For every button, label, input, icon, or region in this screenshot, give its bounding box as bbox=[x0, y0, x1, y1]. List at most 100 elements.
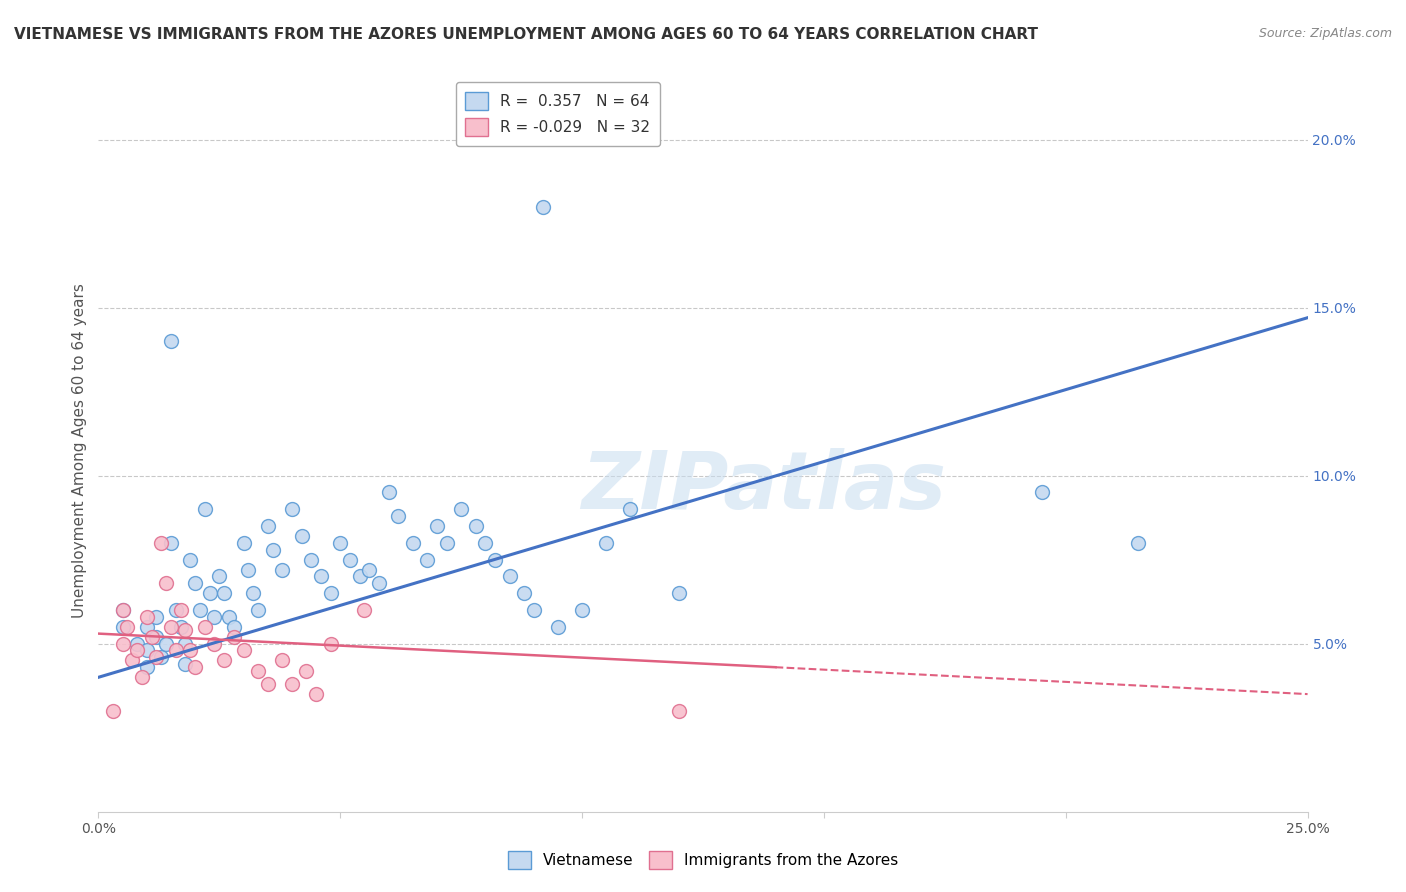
Point bbox=[155, 576, 177, 591]
Point bbox=[101, 704, 124, 718]
Point bbox=[319, 637, 342, 651]
Point bbox=[232, 536, 254, 550]
Point bbox=[169, 603, 191, 617]
Point bbox=[218, 609, 240, 624]
Legend: Vietnamese, Immigrants from the Azores: Vietnamese, Immigrants from the Azores bbox=[502, 845, 904, 875]
Point bbox=[169, 620, 191, 634]
Point bbox=[668, 586, 690, 600]
Point bbox=[145, 609, 167, 624]
Point bbox=[135, 643, 157, 657]
Point bbox=[165, 603, 187, 617]
Point bbox=[319, 586, 342, 600]
Point bbox=[174, 657, 197, 671]
Point bbox=[349, 569, 371, 583]
Point bbox=[474, 536, 496, 550]
Point bbox=[281, 502, 304, 516]
Point bbox=[339, 552, 361, 566]
Point bbox=[111, 603, 134, 617]
Point bbox=[484, 552, 506, 566]
Point bbox=[145, 630, 167, 644]
Point bbox=[121, 653, 143, 667]
Point bbox=[150, 650, 173, 665]
Point bbox=[271, 653, 294, 667]
Point bbox=[450, 502, 472, 516]
Point bbox=[111, 603, 134, 617]
Point bbox=[204, 637, 226, 651]
Point bbox=[1128, 536, 1150, 550]
Point bbox=[174, 637, 197, 651]
Point bbox=[141, 630, 163, 644]
Point bbox=[523, 603, 546, 617]
Point bbox=[117, 620, 139, 634]
Point bbox=[281, 677, 304, 691]
Point bbox=[127, 643, 149, 657]
Point bbox=[212, 653, 235, 667]
Point bbox=[387, 508, 409, 523]
Point bbox=[464, 519, 486, 533]
Point bbox=[135, 660, 157, 674]
Point bbox=[619, 502, 641, 516]
Point bbox=[232, 643, 254, 657]
Point bbox=[111, 637, 134, 651]
Point bbox=[111, 620, 134, 634]
Point bbox=[299, 552, 322, 566]
Point bbox=[436, 536, 458, 550]
Point bbox=[184, 660, 207, 674]
Point bbox=[160, 334, 183, 349]
Point bbox=[256, 677, 278, 691]
Point bbox=[359, 563, 381, 577]
Point bbox=[174, 624, 197, 638]
Point bbox=[212, 586, 235, 600]
Point bbox=[238, 563, 260, 577]
Point bbox=[402, 536, 425, 550]
Point bbox=[204, 609, 226, 624]
Point bbox=[155, 637, 177, 651]
Point bbox=[222, 630, 245, 644]
Point bbox=[547, 620, 569, 634]
Point bbox=[498, 569, 520, 583]
Point bbox=[531, 200, 554, 214]
Text: VIETNAMESE VS IMMIGRANTS FROM THE AZORES UNEMPLOYMENT AMONG AGES 60 TO 64 YEARS : VIETNAMESE VS IMMIGRANTS FROM THE AZORES… bbox=[14, 27, 1038, 42]
Point bbox=[208, 569, 231, 583]
Point bbox=[160, 620, 183, 634]
Point bbox=[145, 650, 167, 665]
Point bbox=[194, 620, 217, 634]
Point bbox=[179, 552, 201, 566]
Point bbox=[1031, 485, 1053, 500]
Text: Source: ZipAtlas.com: Source: ZipAtlas.com bbox=[1258, 27, 1392, 40]
Point bbox=[262, 542, 284, 557]
Point bbox=[131, 670, 153, 684]
Point bbox=[194, 502, 217, 516]
Point bbox=[426, 519, 449, 533]
Point bbox=[290, 529, 312, 543]
Point bbox=[368, 576, 391, 591]
Point bbox=[247, 664, 270, 678]
Point bbox=[179, 643, 201, 657]
Point bbox=[377, 485, 399, 500]
Point bbox=[127, 637, 149, 651]
Point bbox=[571, 603, 593, 617]
Point bbox=[513, 586, 536, 600]
Point bbox=[271, 563, 294, 577]
Legend: R =  0.357   N = 64, R = -0.029   N = 32: R = 0.357 N = 64, R = -0.029 N = 32 bbox=[456, 82, 659, 145]
Point bbox=[353, 603, 375, 617]
Point bbox=[247, 603, 270, 617]
Point bbox=[295, 664, 318, 678]
Point bbox=[256, 519, 278, 533]
Point bbox=[242, 586, 264, 600]
Point bbox=[150, 536, 173, 550]
Point bbox=[165, 643, 187, 657]
Y-axis label: Unemployment Among Ages 60 to 64 years: Unemployment Among Ages 60 to 64 years bbox=[72, 283, 87, 618]
Point bbox=[135, 609, 157, 624]
Point bbox=[668, 704, 690, 718]
Point bbox=[309, 569, 332, 583]
Point bbox=[184, 576, 207, 591]
Point bbox=[595, 536, 617, 550]
Point bbox=[160, 536, 183, 550]
Point bbox=[198, 586, 221, 600]
Text: ZIPatlas: ZIPatlas bbox=[581, 448, 946, 525]
Point bbox=[222, 620, 245, 634]
Point bbox=[305, 687, 328, 701]
Point bbox=[416, 552, 439, 566]
Point bbox=[188, 603, 211, 617]
